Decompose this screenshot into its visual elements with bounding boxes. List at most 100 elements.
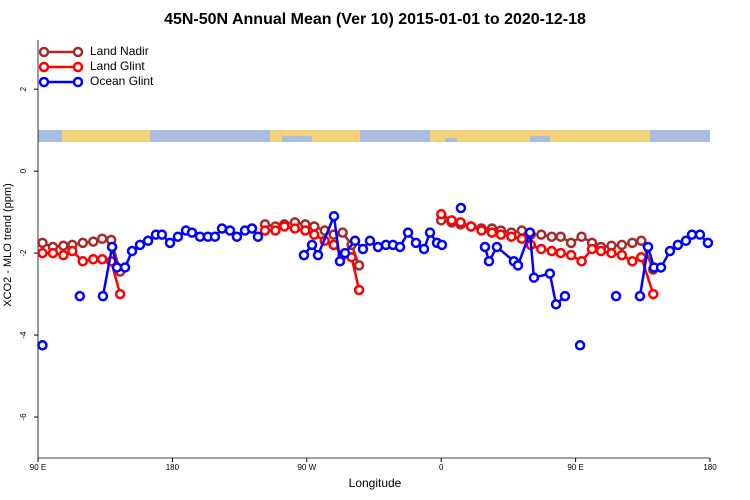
legend-label: Ocean Glint <box>90 74 154 88</box>
data-point <box>574 340 586 351</box>
data-point <box>455 202 467 214</box>
x-tick-label: 180 <box>166 463 180 472</box>
data-point <box>506 231 517 242</box>
data-point <box>37 237 48 249</box>
legend-label: Land Glint <box>90 59 145 73</box>
data-point <box>259 225 271 236</box>
data-point <box>634 290 646 302</box>
data-point <box>476 225 487 236</box>
data-point <box>516 233 528 245</box>
data-point <box>576 231 587 242</box>
data-point <box>349 235 361 247</box>
data-point <box>627 256 638 267</box>
data-point <box>270 225 281 236</box>
data-point <box>88 236 99 247</box>
legend-marker <box>38 76 50 88</box>
data-point <box>77 237 89 249</box>
data-point <box>565 237 577 249</box>
data-point <box>119 262 131 273</box>
data-point <box>616 249 628 261</box>
data-point <box>642 241 654 253</box>
data-point <box>209 231 221 242</box>
data-point <box>156 229 168 240</box>
data-point <box>114 288 126 300</box>
y-tick-label: 2 <box>19 86 28 91</box>
data-point <box>394 241 406 253</box>
data-point <box>536 243 547 255</box>
data-point <box>186 227 198 238</box>
data-point <box>686 229 698 240</box>
data-point <box>516 225 528 236</box>
data-point <box>312 249 324 261</box>
data-point <box>555 247 566 259</box>
data-point <box>126 245 138 257</box>
data-point <box>544 268 556 279</box>
data-point <box>627 237 638 249</box>
x-tick-label: 90 E <box>30 463 46 472</box>
data-point <box>465 221 477 232</box>
data-point <box>74 290 86 302</box>
data-point <box>252 231 264 242</box>
legend-marker <box>38 46 50 58</box>
data-point <box>446 215 457 226</box>
data-point <box>289 223 301 234</box>
data-point <box>435 208 447 220</box>
data-point <box>595 245 607 257</box>
data-point <box>636 251 647 263</box>
data-point <box>616 239 628 251</box>
data-point <box>479 241 491 253</box>
data-point <box>339 247 351 259</box>
x-tick-label: 90 W <box>297 463 316 472</box>
data-point <box>410 237 422 249</box>
data-point <box>524 227 536 238</box>
data-point <box>96 253 108 265</box>
data-point <box>648 288 659 300</box>
data-point <box>353 260 365 271</box>
data-point <box>546 245 557 257</box>
data-point <box>309 229 320 240</box>
y-tick-label: -2 <box>19 249 28 257</box>
legend-marker <box>72 61 84 73</box>
data-point <box>106 241 118 253</box>
data-point <box>418 243 430 255</box>
data-point <box>512 260 524 271</box>
data-point <box>298 249 310 261</box>
data-point <box>664 245 676 257</box>
y-tick-label: -6 <box>19 413 28 421</box>
data-point <box>576 256 587 267</box>
data-point <box>636 235 647 247</box>
data-point <box>96 233 108 245</box>
data-point <box>546 231 557 242</box>
data-point <box>172 231 184 242</box>
data-point <box>142 235 154 247</box>
data-point <box>559 290 571 302</box>
legend-marker <box>72 46 84 58</box>
data-point <box>300 225 311 236</box>
data-point <box>58 240 69 251</box>
data-point <box>424 227 436 238</box>
x-tick-label: 0 <box>439 463 444 472</box>
data-point <box>536 229 547 240</box>
x-tick-label: 180 <box>703 463 717 472</box>
data-point <box>586 243 598 255</box>
data-point <box>88 253 99 265</box>
data-point <box>97 290 109 302</box>
data-point <box>334 256 346 267</box>
data-point <box>309 221 320 232</box>
x-tick-label: 90 E <box>567 463 583 472</box>
data-point <box>37 247 48 259</box>
data-point <box>306 239 318 251</box>
data-point <box>58 249 69 261</box>
data-point <box>216 223 228 234</box>
data-point <box>565 249 577 261</box>
data-point <box>357 243 369 255</box>
data-point <box>37 340 48 351</box>
data-point <box>455 217 466 228</box>
data-point <box>672 239 684 251</box>
data-point <box>680 235 692 247</box>
data-point <box>47 247 59 259</box>
y-tick-label: 0 <box>19 168 28 173</box>
data-point <box>279 221 290 232</box>
data-point <box>224 225 236 236</box>
